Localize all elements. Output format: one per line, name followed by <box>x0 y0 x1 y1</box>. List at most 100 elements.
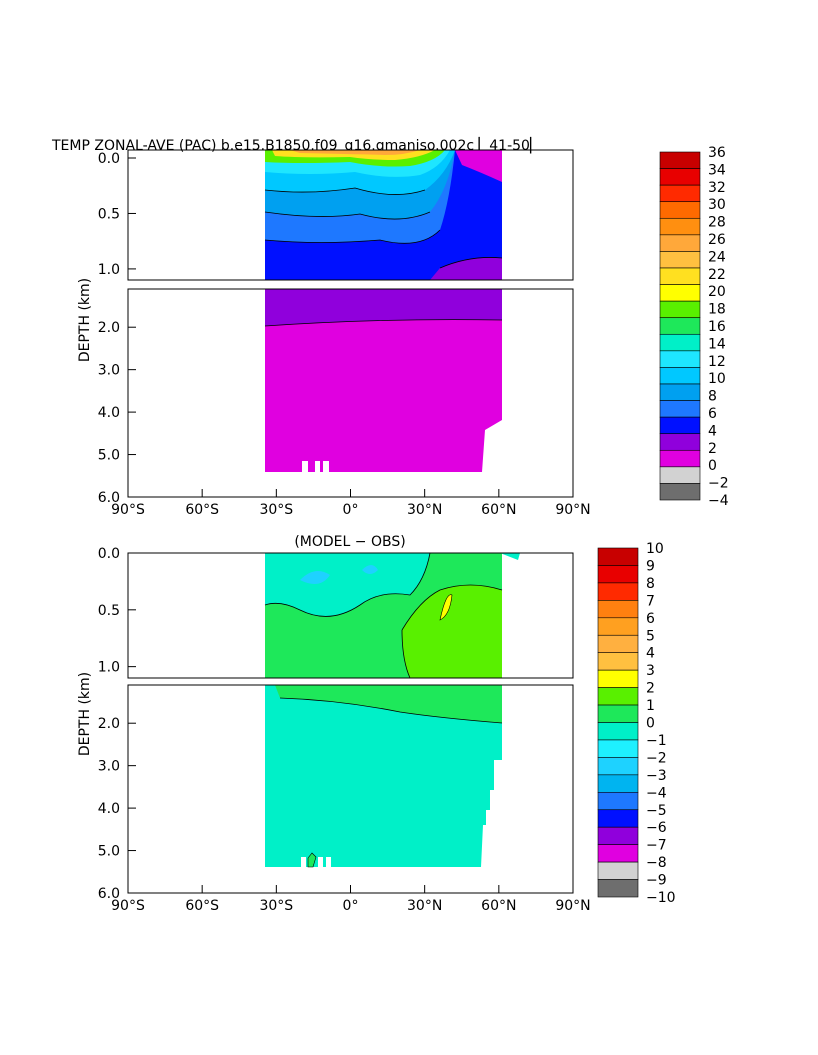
colorbar-label: −10 <box>646 890 676 906</box>
colorbar-label: 8 <box>708 389 717 405</box>
y-tick-label: 6.0 <box>98 490 120 506</box>
colorbar-swatch <box>659 483 701 501</box>
panel1-ylabel: DEPTH (km) <box>77 278 93 362</box>
colorbar-swatch <box>597 861 639 880</box>
colorbar-swatch <box>659 367 701 385</box>
colorbar-label: 6 <box>708 406 717 422</box>
colorbar-label: −9 <box>646 873 667 889</box>
colorbar-label: 12 <box>708 354 726 370</box>
colorbar-swatch <box>597 652 639 671</box>
colorbar-label: 36 <box>708 145 726 161</box>
p1-contour-1 <box>264 229 441 244</box>
panel2-lower-field <box>265 685 503 868</box>
colorbar-swatch <box>659 168 701 186</box>
p2-upper-spot <box>362 565 378 574</box>
p2-coast-cyan <box>500 553 520 560</box>
y-tick-label: 0.0 <box>98 546 120 562</box>
colorbar-label: 2 <box>646 681 655 697</box>
colorbar-swatch <box>597 844 639 863</box>
y-tick-label: 1.0 <box>98 660 120 676</box>
colorbar-label: 30 <box>708 197 726 213</box>
colorbar-label: 0 <box>708 458 717 474</box>
p2-upper-blob <box>300 571 330 584</box>
colorbar-label: 5 <box>646 628 655 644</box>
colorbar-swatch <box>597 757 639 776</box>
p2-floor-gap-1 <box>301 857 306 867</box>
colorbar-label: 4 <box>646 646 655 662</box>
panel2-ylabel: DEPTH (km) <box>77 672 93 756</box>
y-tick-label: 4.0 <box>98 405 120 421</box>
colorbar-swatch <box>597 879 639 898</box>
p1-deep-magenta <box>265 319 502 472</box>
colorbar-swatch <box>659 383 701 401</box>
colorbar-label: 8 <box>646 576 655 592</box>
colorbar-swatch <box>659 416 701 435</box>
colorbar-label: 9 <box>646 558 655 574</box>
colorbar-swatch <box>659 466 701 484</box>
colorbar-swatch <box>659 433 701 451</box>
colorbar-swatch <box>597 617 639 636</box>
colorbar-label: 0 <box>646 716 655 732</box>
x-tick-label: 90°N <box>555 502 590 518</box>
panel2-title: (MODEL − OBS) <box>294 534 405 550</box>
p2-upper-frame <box>127 552 574 679</box>
colorbar-swatch <box>597 600 639 619</box>
colorbar-swatch <box>597 565 639 584</box>
colorbar-label: 7 <box>646 593 655 609</box>
colorbar-swatch <box>597 774 639 793</box>
colorbar-swatch <box>597 687 639 706</box>
colorbar-swatch <box>659 400 701 418</box>
p2-yellow-eye <box>439 594 453 621</box>
p2-floor-gap-2 <box>318 857 323 867</box>
p2-floor-patch <box>307 852 317 868</box>
p1-seafloor-gap-2 <box>315 461 320 472</box>
p2-light-green <box>402 585 502 678</box>
colorbar-label: −3 <box>646 768 667 784</box>
colorbar-label: 34 <box>708 162 726 178</box>
p2-lower-contour <box>279 697 503 724</box>
y-tick-label: 2.0 <box>98 320 120 336</box>
p2-seafloor-step <box>481 760 502 867</box>
colorbar-label: −8 <box>646 855 667 871</box>
p1-seafloor-gap-1 <box>302 461 308 472</box>
p2-lower-green <box>275 685 502 723</box>
x-tick-label: 30°S <box>259 502 293 518</box>
colorbar-swatch <box>597 704 639 723</box>
colorbar-label: 6 <box>646 611 655 627</box>
y-tick-label: 0.5 <box>98 603 120 619</box>
colorbar-label: −5 <box>646 803 667 819</box>
colorbar-swatch <box>597 791 639 811</box>
p2-upper-aqua <box>265 553 430 617</box>
colorbar-label: 18 <box>708 302 726 318</box>
x-tick-label: 30°S <box>259 898 293 914</box>
p1-layer-orange <box>290 150 420 155</box>
y-tick-label: 0.5 <box>98 206 120 222</box>
x-tick-label: 90°S <box>111 898 145 914</box>
colorbar-label: 16 <box>708 319 726 335</box>
p2-contour-a <box>264 552 431 617</box>
colorbar-label: −6 <box>646 820 667 836</box>
panel-temperature: TEMP ZONAL-AVE (PAC) b.e15.B1850.f09_g16… <box>51 136 729 518</box>
colorbar-label: −2 <box>708 476 729 492</box>
x-tick-label: 90°N <box>555 898 590 914</box>
y-tick-label: 6.0 <box>98 886 120 902</box>
colorbar-swatch <box>597 634 639 654</box>
colorbar-label: 28 <box>708 215 726 231</box>
colorbar-label: 3 <box>646 663 655 679</box>
colorbar-swatch <box>597 722 639 741</box>
p2-floor-gap-3 <box>326 857 331 867</box>
colorbar-label: 20 <box>708 284 726 300</box>
colorbar-label: −7 <box>646 838 667 854</box>
colorbar-swatch <box>659 234 701 252</box>
panel2-upper-field <box>264 552 520 679</box>
colorbar-label: 1 <box>646 698 655 714</box>
x-tick-label: 0° <box>343 898 359 914</box>
y-tick-label: 3.0 <box>98 759 120 775</box>
y-tick-label: 5.0 <box>98 844 120 860</box>
p1-coast-patch <box>455 150 502 182</box>
y-tick-label: 4.0 <box>98 801 120 817</box>
x-tick-label: 60°S <box>185 502 219 518</box>
